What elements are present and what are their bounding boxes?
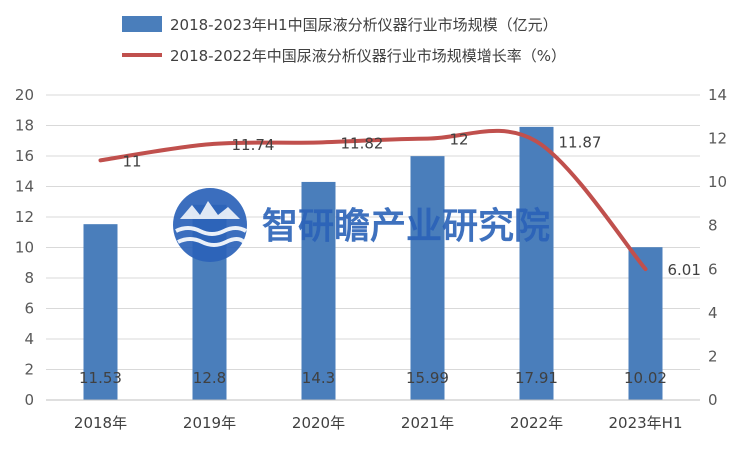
- x-axis: 2018年 2019年 2020年 2021年 2022年 2023年H1: [46, 399, 700, 432]
- right-tick-label: 2: [708, 347, 718, 365]
- legend-line-label: 2018-2022年中国尿液分析仪器行业市场规模增长率（%）: [170, 47, 566, 65]
- left-tick-label: 10: [15, 239, 34, 257]
- bar-data-label: 11.53: [79, 369, 122, 387]
- bar-data-label: 12.8: [193, 369, 226, 387]
- right-tick-label: 4: [708, 304, 718, 322]
- line-data-label: 6.01: [668, 261, 701, 279]
- bar-data-label: 14.3: [302, 369, 335, 387]
- bar-data-label: 17.91: [515, 369, 558, 387]
- line-data-label: 11.87: [559, 133, 602, 151]
- line-data-label: 11.74: [232, 136, 275, 154]
- globe-waves-logo-icon: [173, 188, 248, 262]
- x-tick-label: 2018年: [74, 414, 127, 432]
- right-tick-label: 0: [708, 391, 718, 409]
- bar: [519, 126, 554, 400]
- watermark: 智研瞻产业研究院: [173, 188, 550, 262]
- bar: [628, 247, 663, 400]
- bar-series: 11.53 12.8 14.3 15.99 17.91 10.02: [79, 126, 667, 400]
- x-tick-label: 2023年H1: [609, 414, 683, 432]
- bar: [83, 224, 118, 400]
- left-tick-label: 20: [15, 86, 34, 104]
- x-tick-label: 2020年: [292, 414, 345, 432]
- bar: [301, 181, 336, 400]
- legend-bar-swatch: [122, 16, 162, 32]
- line-data-label: 11.82: [341, 134, 384, 152]
- left-axis: 0 2 4 6 8 10 12 14 16 18 20: [15, 86, 34, 409]
- left-tick-label: 18: [15, 117, 34, 135]
- bar-data-label: 10.02: [624, 369, 667, 387]
- line-data-label: 12: [450, 131, 469, 149]
- legend: 2018-2023年H1中国尿液分析仪器行业市场规模（亿元） 2018-2022…: [122, 16, 566, 65]
- right-tick-label: 12: [708, 130, 727, 148]
- x-tick-label: 2022年: [510, 414, 563, 432]
- left-tick-label: 0: [24, 391, 34, 409]
- left-tick-label: 4: [24, 330, 34, 348]
- left-tick-label: 12: [15, 208, 34, 226]
- line-series: 11 11.74 11.82 12 11.87 6.01: [98, 128, 701, 279]
- left-tick-label: 6: [24, 300, 34, 318]
- left-tick-label: 14: [15, 178, 34, 196]
- right-tick-label: 10: [708, 173, 727, 191]
- right-axis: 0 2 4 6 8 10 12 14: [708, 86, 727, 409]
- x-tick-label: 2021年: [401, 414, 454, 432]
- left-tick-label: 2: [24, 361, 34, 379]
- right-tick-label: 14: [708, 86, 727, 104]
- growth-rate-line: [98, 128, 648, 272]
- right-tick-label: 6: [708, 260, 718, 278]
- legend-bar-label: 2018-2023年H1中国尿液分析仪器行业市场规模（亿元）: [170, 16, 558, 34]
- bar: [410, 156, 445, 400]
- right-tick-label: 8: [708, 217, 718, 235]
- x-tick-label: 2019年: [183, 414, 236, 432]
- watermark-text: 智研瞻产业研究院: [262, 206, 550, 247]
- line-data-label: 11: [123, 152, 142, 170]
- left-tick-label: 16: [15, 147, 34, 165]
- left-tick-label: 8: [24, 269, 34, 287]
- bar-data-label: 15.99: [406, 369, 449, 387]
